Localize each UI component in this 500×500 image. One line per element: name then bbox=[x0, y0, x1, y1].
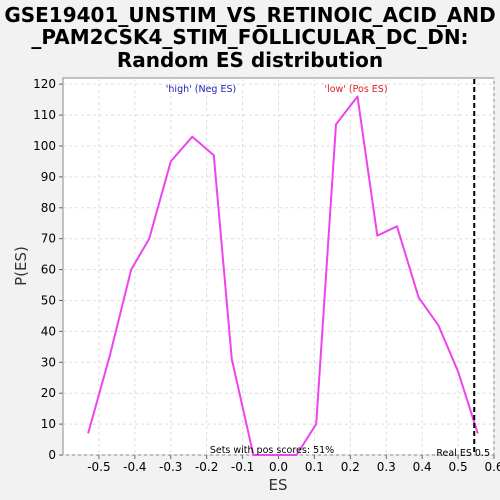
x-tick-label: -0.5 bbox=[87, 460, 110, 474]
chart-title-line-3: Random ES distribution bbox=[117, 48, 383, 72]
x-tick-label: 0.0 bbox=[269, 460, 288, 474]
x-tick-label: -0.1 bbox=[231, 460, 254, 474]
series-group bbox=[87, 95, 479, 456]
y-tick-label: 80 bbox=[41, 201, 56, 215]
chart-title-line-1: GSE19401_UNSTIM_VS_RETINOIC_ACID_AND bbox=[4, 3, 495, 27]
y-tick-label: 90 bbox=[41, 170, 56, 184]
x-tick-label: 0.3 bbox=[377, 460, 396, 474]
y-tick-label: 20 bbox=[41, 386, 56, 400]
anno-pos-scores: Sets with pos scores: 51% bbox=[210, 445, 334, 456]
x-tick-label: 0.4 bbox=[413, 460, 432, 474]
x-tick-label: -0.3 bbox=[159, 460, 182, 474]
y-tick-label: 40 bbox=[41, 324, 56, 338]
y-tick-label: 70 bbox=[41, 232, 56, 246]
y-tick-label: 100 bbox=[33, 139, 56, 153]
y-tick-label: 0 bbox=[48, 448, 56, 462]
x-tick-label: 0.2 bbox=[341, 460, 360, 474]
x-tick-label: 0.6 bbox=[484, 460, 500, 474]
y-tick-label: 50 bbox=[41, 293, 56, 307]
y-axis-label: P(ES) bbox=[12, 246, 30, 286]
y-tick-label: 110 bbox=[33, 108, 56, 122]
chart-title-line-2: _PAM2CSK4_STIM_FOLLICULAR_DC_DN: bbox=[31, 25, 468, 49]
y-tick-label: 30 bbox=[41, 355, 56, 369]
x-tick-label: -0.4 bbox=[123, 460, 146, 474]
series-line bbox=[87, 95, 479, 456]
anno-low: 'low' (Pos ES) bbox=[324, 84, 387, 95]
y-axis-ticks: 0 10 20 30 40 50 60 70 80 90 100 110 120 bbox=[33, 77, 63, 462]
anno-high: 'high' (Neg ES) bbox=[166, 84, 236, 95]
y-tick-label: 10 bbox=[41, 417, 56, 431]
x-axis-label: ES bbox=[269, 476, 288, 494]
x-tick-label: 0.5 bbox=[449, 460, 468, 474]
anno-real-es: Real ES 0.5 bbox=[436, 448, 490, 459]
x-tick-label: -0.2 bbox=[195, 460, 218, 474]
x-axis-ticks: -0.5 -0.4 -0.3 -0.2 -0.1 0.0 0.1 0.2 0.3 0.4 0.5 0.… bbox=[87, 455, 500, 474]
y-tick-label: 60 bbox=[41, 263, 56, 277]
x-tick-label: 0.1 bbox=[305, 460, 324, 474]
y-tick-label: 120 bbox=[33, 77, 56, 91]
